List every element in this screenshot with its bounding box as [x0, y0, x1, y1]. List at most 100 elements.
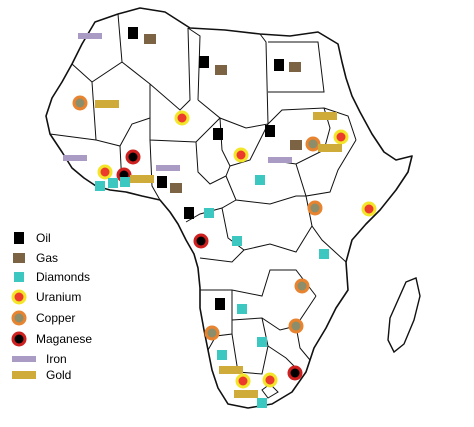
legend-label-gas: Gas — [36, 251, 59, 265]
legend-swatch-brown-square-icon — [13, 253, 25, 263]
gas-marker — [170, 183, 182, 193]
legend-iron-symbol — [12, 356, 36, 362]
oil-square-icon — [274, 59, 284, 71]
uranium-marker — [361, 201, 377, 217]
iron-bar-icon — [63, 155, 87, 161]
iron-bar-icon — [78, 33, 102, 39]
oil-marker — [128, 27, 138, 39]
diamonds-marker — [257, 337, 267, 347]
uranium-core-icon — [100, 167, 110, 177]
oil-marker — [199, 56, 209, 68]
oil-square-icon — [213, 128, 223, 140]
border-line — [91, 81, 151, 147]
legend-label-iron: Iron — [46, 352, 67, 366]
iron-bar-icon — [12, 356, 36, 362]
gas-square-icon — [290, 140, 302, 150]
legend-swatch-orange-grey-circle-icon — [11, 310, 27, 326]
iron-bar-icon — [156, 165, 180, 171]
diamonds-marker — [237, 304, 247, 314]
maganese-core-icon — [14, 334, 24, 344]
gold-bar-icon — [234, 390, 258, 398]
oil-square-icon — [184, 207, 194, 219]
copper-marker — [294, 278, 310, 294]
gas-marker — [144, 34, 156, 44]
oil-square-icon — [128, 27, 138, 39]
copper-marker — [305, 136, 321, 152]
gold-bar-icon — [130, 175, 154, 183]
gas-marker — [215, 65, 227, 75]
diamonds-marker — [120, 177, 130, 187]
iron-marker — [268, 157, 292, 163]
gold-marker — [219, 366, 243, 374]
copper-core-icon — [14, 313, 24, 323]
copper-core-icon — [297, 281, 307, 291]
uranium-marker — [233, 147, 249, 163]
legend-label-oil: Oil — [36, 231, 51, 245]
border-line — [323, 107, 357, 141]
legend-gas-symbol — [13, 253, 25, 263]
gold-bar-icon — [95, 100, 119, 108]
border-line — [231, 333, 269, 375]
uranium-core-icon — [364, 204, 374, 214]
border-line — [149, 117, 221, 143]
uranium-core-icon — [238, 376, 248, 386]
diamonds-marker — [232, 236, 242, 246]
gas-marker — [289, 62, 301, 72]
oil-marker — [265, 125, 275, 137]
uranium-marker — [262, 372, 278, 388]
legend-swatch-black-square-icon — [14, 232, 24, 244]
legend-item-maganese: Maganese — [10, 331, 92, 347]
border-line — [197, 33, 269, 129]
uranium-marker — [97, 164, 113, 180]
copper-core-icon — [75, 98, 85, 108]
legend-uranium-symbol — [11, 289, 27, 305]
diamonds-square-icon — [319, 249, 329, 259]
uranium-core-icon — [177, 113, 187, 123]
gold-bar-icon — [219, 366, 243, 374]
border-line — [295, 139, 357, 197]
border-line — [195, 141, 231, 185]
legend-label-maganese: Maganese — [36, 332, 93, 346]
gold-marker — [130, 175, 154, 183]
gold-marker — [313, 112, 337, 120]
iron-marker — [78, 33, 102, 39]
oil-square-icon — [265, 125, 275, 137]
legend-label-diamonds: Diamonds — [36, 270, 91, 284]
gas-square-icon — [215, 65, 227, 75]
legend-swatch-lavender-bar-icon — [12, 356, 36, 362]
gold-marker — [234, 390, 258, 398]
legend-item-uranium: Uranium — [10, 289, 81, 305]
oil-marker — [213, 128, 223, 140]
diamonds-marker — [319, 249, 329, 259]
maganese-marker — [125, 149, 141, 165]
africa-landmass — [45, 7, 413, 409]
uranium-core-icon — [336, 132, 346, 142]
maganese-marker — [287, 365, 303, 381]
gold-bar-icon — [313, 112, 337, 120]
legend-swatch-yellow-red-circle-icon — [11, 289, 27, 305]
legend-copper-symbol — [11, 310, 27, 326]
diamonds-square-icon — [237, 304, 247, 314]
oil-marker — [215, 298, 225, 310]
diamonds-square-icon — [255, 175, 265, 185]
gas-square-icon — [289, 62, 301, 72]
copper-core-icon — [291, 321, 301, 331]
diamonds-square-icon — [108, 178, 118, 188]
border-line — [71, 13, 123, 83]
copper-core-icon — [308, 139, 318, 149]
diamonds-square-icon — [257, 398, 267, 408]
copper-marker — [72, 95, 88, 111]
diamonds-square-icon — [217, 350, 227, 360]
diamonds-square-icon — [257, 337, 267, 347]
legend-gold-symbol — [12, 371, 36, 379]
copper-marker — [288, 318, 304, 334]
legend-item-iron: Iron — [10, 351, 67, 367]
border-line — [121, 27, 191, 111]
border-line — [221, 207, 313, 253]
legend-oil-symbol — [14, 232, 24, 244]
diamonds-square-icon — [95, 181, 105, 191]
oil-marker — [274, 59, 284, 71]
legend-item-oil: Oil — [10, 230, 51, 246]
border-line — [199, 249, 245, 263]
